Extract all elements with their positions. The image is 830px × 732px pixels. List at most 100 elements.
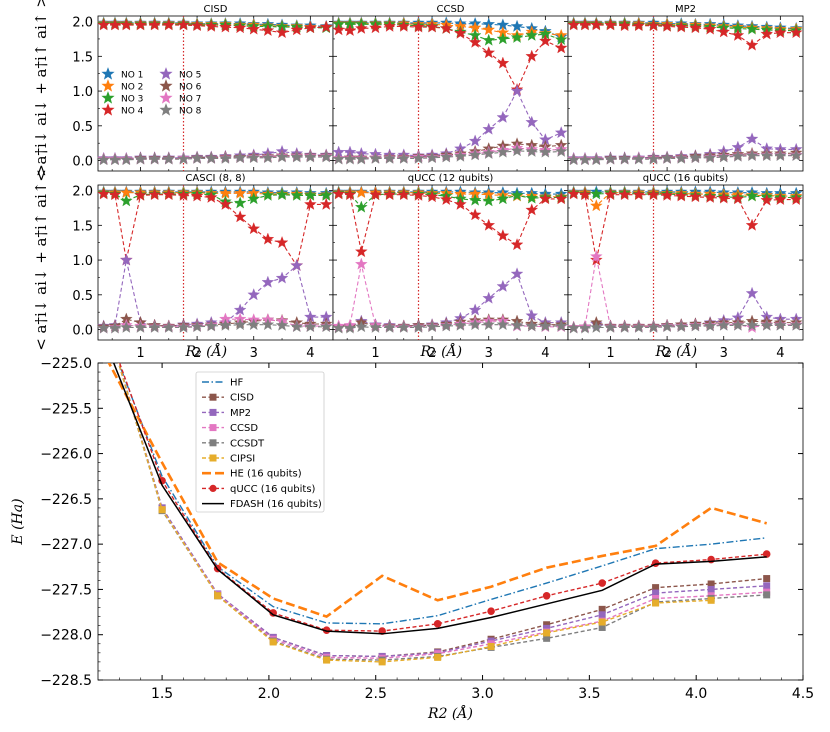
data-point-square — [269, 638, 277, 646]
legend-marker — [101, 103, 115, 116]
data-point-star — [120, 18, 133, 31]
x-tick-label: 2.5 — [365, 686, 387, 702]
data-point-star — [482, 194, 496, 207]
data-point-star — [332, 187, 345, 200]
data-point-star — [275, 236, 289, 249]
x-axis-label: R2 (Å) — [427, 704, 473, 722]
data-point-square — [707, 596, 715, 604]
data-point-star — [689, 319, 702, 332]
data-point-star — [454, 26, 467, 39]
data-point-star — [774, 318, 787, 331]
panel-title: qUCC (12 qubits) — [408, 173, 494, 184]
data-point-star — [148, 188, 161, 201]
data-point-star — [162, 18, 176, 31]
x-tick-label: 2 — [193, 346, 201, 361]
y-tick-label: 1.5 — [72, 50, 93, 65]
y-tick-label: −227.0 — [40, 537, 92, 553]
data-point-star — [319, 320, 333, 333]
data-point-star — [177, 320, 190, 333]
data-point-star — [439, 192, 453, 205]
data-point-star — [97, 321, 110, 334]
data-point-star — [468, 134, 482, 147]
data-point-star — [745, 149, 759, 162]
data-point-star — [760, 27, 774, 40]
x-tick-label: 4.5 — [792, 686, 814, 702]
data-point-star — [554, 144, 568, 157]
energy-series-fdash-16-qubits- — [112, 363, 767, 635]
data-point-star — [510, 30, 524, 43]
panel-title: MP2 — [675, 4, 696, 15]
data-point-star — [261, 318, 275, 331]
data-point-star — [745, 318, 759, 331]
data-point-star — [439, 150, 453, 163]
data-point-star — [332, 321, 345, 334]
legend-marker — [101, 91, 115, 104]
data-point-star — [482, 291, 496, 304]
data-point-square — [652, 584, 660, 592]
y-tick-label: −225.0 — [40, 356, 92, 372]
data-point-star — [343, 321, 357, 334]
data-point-square — [598, 623, 606, 631]
data-point-star — [745, 22, 759, 35]
data-point-star — [425, 320, 439, 333]
data-point-star — [108, 188, 122, 201]
data-point-star — [261, 23, 275, 36]
data-point-star — [383, 320, 396, 333]
data-point-star — [525, 319, 539, 332]
data-point-star — [745, 132, 759, 145]
data-point-square — [707, 585, 715, 593]
data-point-star — [618, 152, 631, 165]
data-point-square — [598, 611, 606, 619]
data-point-star — [290, 188, 304, 201]
data-point-star — [412, 20, 425, 33]
data-point-square — [158, 506, 166, 514]
data-point-star — [482, 146, 496, 159]
data-point-star — [355, 257, 368, 270]
data-point-star — [108, 321, 122, 334]
data-point-star — [332, 152, 345, 165]
panel-5: qUCC (16 qubits) 1 2 3 4 R₂ (Å) — [567, 173, 804, 361]
data-point-star — [618, 320, 631, 333]
data-point-star — [247, 318, 261, 331]
data-point-star — [290, 320, 304, 333]
data-point-star — [397, 320, 411, 333]
data-point-star — [219, 318, 232, 331]
legend-label: MP2 — [230, 408, 251, 419]
data-point-star — [590, 18, 603, 31]
legend-marker — [209, 439, 217, 447]
data-point-star — [525, 203, 539, 216]
x-tick-label: 2.0 — [258, 686, 280, 702]
data-point-star — [632, 19, 646, 32]
data-point-star — [233, 186, 247, 199]
data-point-star — [525, 191, 539, 204]
panel-3: CASCI (8, 8) 1 2 3 4 0.0 0.5 1.0 1.5 2.0 R₂ (Å) — [72, 173, 334, 361]
energy-series-cipsi — [117, 363, 715, 666]
data-point-star — [397, 151, 411, 164]
data-point-star — [618, 188, 631, 201]
data-point-star — [510, 238, 524, 251]
data-point-circle — [762, 550, 771, 558]
data-point-star — [525, 49, 539, 62]
data-point-star — [674, 20, 688, 33]
data-point-star — [567, 187, 580, 200]
data-point-star — [247, 222, 261, 235]
data-point-star — [789, 318, 803, 331]
series-line — [117, 363, 712, 663]
data-point-star — [496, 192, 510, 205]
data-point-star — [647, 188, 660, 201]
data-point-circle — [598, 579, 606, 587]
energy-legend: HF CISD MP2 CCSD CCSDT CIPSI HE (16 qubits) qUC… — [195, 371, 325, 513]
panel-frame — [97, 184, 334, 341]
x-axis-label-text: R₂ (Å) — [185, 342, 228, 360]
data-point-star — [774, 192, 787, 205]
data-point-star — [162, 320, 176, 333]
data-point-star — [632, 188, 646, 201]
panel-2: MP2 — [567, 4, 804, 172]
y-tick-label: −228.5 — [40, 673, 92, 689]
data-point-star — [120, 194, 133, 207]
data-point-star — [204, 190, 218, 203]
data-point-star — [233, 210, 247, 223]
data-point-star — [717, 25, 731, 38]
